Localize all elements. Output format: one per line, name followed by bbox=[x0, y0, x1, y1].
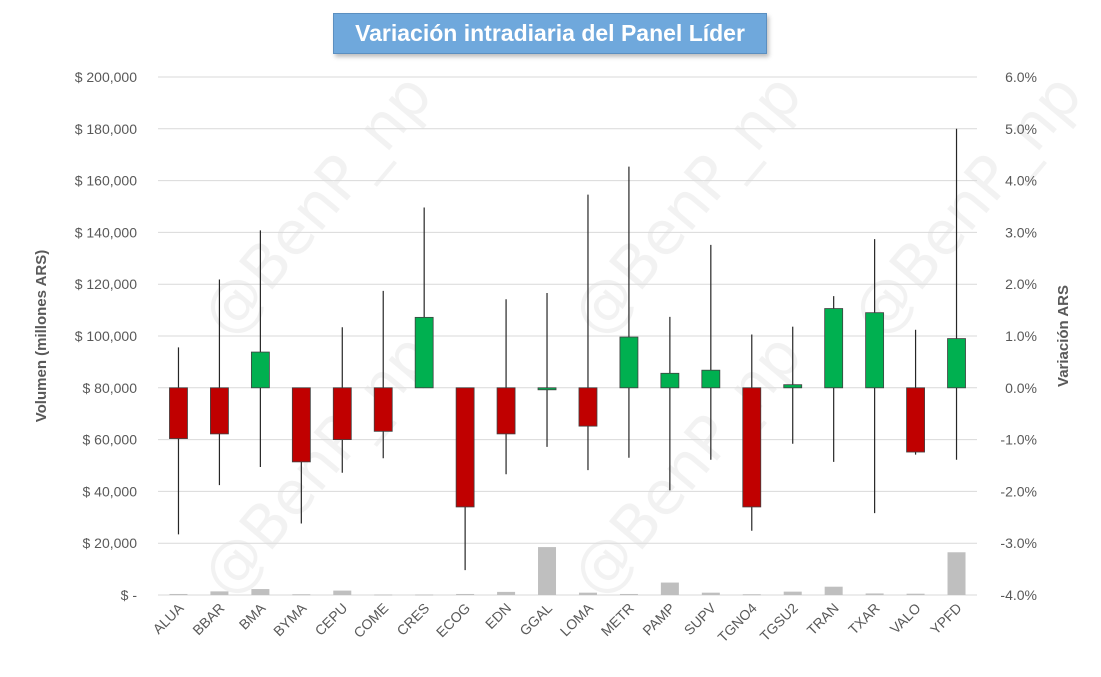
candle-bodies bbox=[169, 308, 966, 508]
x-axis: ALUA BBAR BMA BYMA CEPU COME CRES ECOG EDN GGAL LO… bbox=[149, 599, 964, 645]
candle-body bbox=[169, 387, 188, 439]
watermark-text: @BenP_np bbox=[188, 321, 446, 610]
left-tick-label: $ 140,000 bbox=[75, 224, 137, 240]
candle-body bbox=[455, 387, 475, 508]
right-tick-label: -3.0% bbox=[1000, 535, 1037, 551]
x-tick-label: PAMP bbox=[639, 600, 678, 639]
x-tick-label: TRAN bbox=[804, 600, 842, 638]
x-tick-label: GGAL bbox=[516, 600, 555, 639]
x-tick-label: CEPU bbox=[312, 600, 351, 639]
watermark-text: @BenP_np bbox=[558, 61, 816, 350]
volume-bar bbox=[415, 594, 434, 596]
candle-body bbox=[291, 387, 311, 463]
volume-bar bbox=[783, 591, 802, 595]
watermark-text: @BenP_np bbox=[188, 61, 446, 350]
candle-body bbox=[332, 387, 352, 440]
candle-body bbox=[824, 308, 844, 389]
x-tick-label: BYMA bbox=[270, 599, 310, 639]
candle-body bbox=[578, 387, 598, 427]
candle-body bbox=[865, 312, 885, 389]
right-tick-label: -2.0% bbox=[1000, 483, 1037, 499]
volume-bar bbox=[947, 552, 966, 595]
x-tick-label: VALO bbox=[887, 600, 924, 637]
volume-bar bbox=[742, 594, 761, 596]
left-axis-title: Volumen (millones ARS) bbox=[33, 250, 50, 423]
volume-bar bbox=[578, 592, 597, 595]
left-tick-label: $ 60,000 bbox=[83, 432, 138, 448]
volume-bar bbox=[456, 593, 475, 595]
candle-body bbox=[496, 387, 516, 435]
candle-body bbox=[947, 338, 966, 389]
x-tick-label: COME bbox=[350, 600, 391, 641]
watermark-layer: @BenP_np @BenP_np@BenP_np @BenP_np@BenP_np bbox=[188, 61, 1096, 610]
x-tick-label: ALUA bbox=[149, 599, 187, 637]
x-tick-label: ECOG bbox=[433, 600, 473, 640]
left-tick-label: $ 160,000 bbox=[75, 173, 137, 189]
candle-body bbox=[537, 387, 557, 391]
right-tick-label: 0.0% bbox=[1005, 380, 1037, 396]
volume-bar bbox=[210, 591, 229, 595]
right-tick-label: 6.0% bbox=[1005, 69, 1037, 85]
right-tick-label: 4.0% bbox=[1005, 173, 1037, 189]
candle-body bbox=[210, 387, 229, 435]
x-tick-label: SUPV bbox=[681, 599, 720, 638]
volume-bar bbox=[497, 591, 516, 595]
candle-body bbox=[619, 336, 639, 389]
candle-body bbox=[783, 384, 803, 389]
x-tick-label: LOMA bbox=[557, 599, 597, 639]
volume-bar bbox=[906, 593, 925, 595]
x-tick-label: TXAR bbox=[845, 600, 883, 638]
volume-bar bbox=[333, 590, 352, 595]
volume-bar bbox=[701, 592, 720, 595]
candle-body bbox=[742, 387, 762, 508]
x-tick-label: YPFD bbox=[927, 600, 965, 638]
x-tick-label: BBAR bbox=[189, 600, 227, 638]
x-tick-label: METR bbox=[598, 600, 637, 639]
volume-bar bbox=[169, 593, 188, 595]
volume-bar bbox=[374, 594, 393, 596]
volume-bar bbox=[619, 593, 638, 595]
x-tick-label: TGNO4 bbox=[714, 600, 760, 646]
left-tick-label: $ 180,000 bbox=[75, 121, 137, 137]
candle-body bbox=[414, 316, 434, 389]
candle-body bbox=[373, 387, 393, 432]
right-tick-label: -4.0% bbox=[1000, 587, 1037, 603]
right-tick-label: 1.0% bbox=[1005, 328, 1037, 344]
right-tick-label: 3.0% bbox=[1005, 224, 1037, 240]
left-tick-label: $ - bbox=[121, 587, 138, 603]
right-axis: -4.0% -3.0% -2.0% -1.0% 0.0% 1.0% 2.0% 3.0% 4.0%… bbox=[1000, 69, 1037, 603]
x-tick-label: TGSU2 bbox=[757, 600, 801, 644]
right-tick-label: -1.0% bbox=[1000, 432, 1037, 448]
volume-bar bbox=[292, 594, 311, 596]
left-tick-label: $ 100,000 bbox=[75, 328, 137, 344]
volume-bars bbox=[169, 547, 966, 596]
candle-body bbox=[250, 351, 270, 389]
left-tick-label: $ 20,000 bbox=[83, 535, 138, 551]
volume-bar bbox=[660, 582, 679, 595]
right-tick-label: 2.0% bbox=[1005, 276, 1037, 292]
volume-bar bbox=[538, 547, 557, 595]
watermark-text: @BenP_np bbox=[558, 321, 816, 610]
volume-bar bbox=[824, 586, 843, 595]
chart-title: Variación intradiaria del Panel Líder bbox=[333, 13, 767, 54]
volume-bar bbox=[251, 589, 270, 595]
candle-body bbox=[906, 387, 925, 453]
right-tick-label: 5.0% bbox=[1005, 121, 1037, 137]
left-tick-label: $ 120,000 bbox=[75, 276, 137, 292]
candle-body bbox=[701, 369, 721, 389]
left-tick-label: $ 80,000 bbox=[83, 380, 138, 396]
left-axis: $ - $ 20,000 $ 40,000 $ 60,000 $ 80,000 $ 100… bbox=[75, 69, 138, 603]
x-tick-label: EDN bbox=[482, 600, 514, 632]
left-tick-label: $ 40,000 bbox=[83, 483, 138, 499]
candle-body bbox=[660, 372, 680, 389]
x-tick-label: CRES bbox=[393, 600, 432, 639]
right-axis-title: Variación ARS bbox=[1055, 285, 1072, 387]
left-tick-label: $ 200,000 bbox=[75, 69, 137, 85]
volume-bar bbox=[865, 593, 884, 595]
